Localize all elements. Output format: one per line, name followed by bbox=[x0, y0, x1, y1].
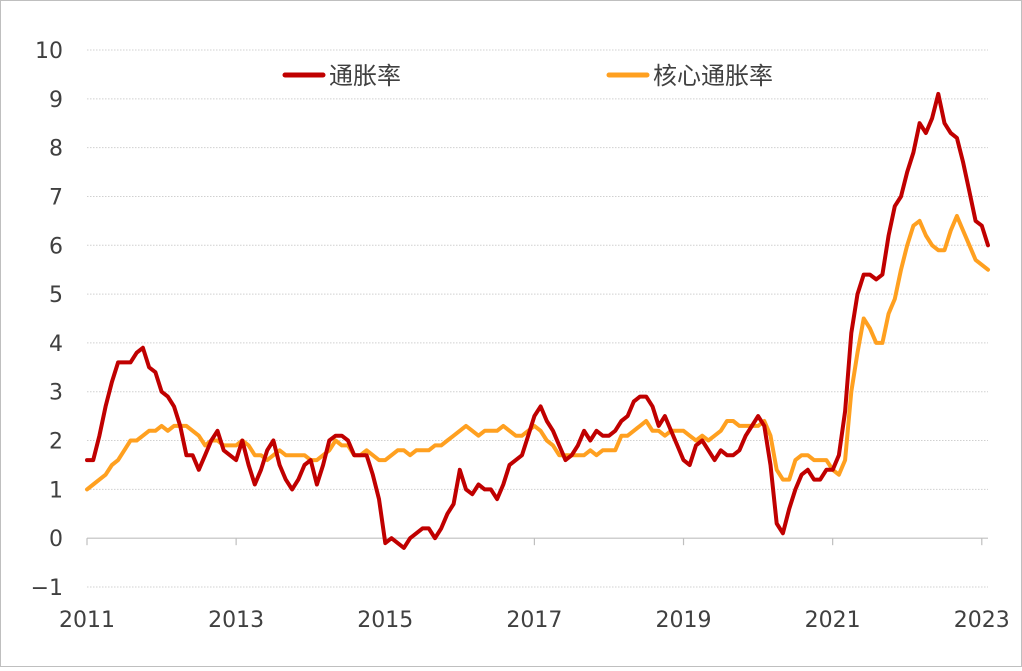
y-tick-label: 9 bbox=[49, 88, 63, 113]
x-tick-label: 2011 bbox=[59, 608, 115, 633]
x-tick-label: 2013 bbox=[208, 608, 264, 633]
y-tick-label: 8 bbox=[49, 137, 63, 162]
legend-item-core-inflation: 核心通胀率 bbox=[606, 62, 773, 90]
y-tick-label: 5 bbox=[49, 283, 63, 308]
y-axis-ticks: −1 0 1 2 3 4 5 6 7 8 9 10 bbox=[31, 39, 63, 601]
legend: 通胀率 核心通胀率 bbox=[282, 62, 773, 90]
y-tick-label: −1 bbox=[31, 576, 63, 601]
legend-item-inflation: 通胀率 bbox=[282, 62, 401, 90]
grid-lines bbox=[87, 49, 988, 588]
x-tick-label: 2015 bbox=[357, 608, 413, 633]
y-tick-label: 4 bbox=[49, 332, 63, 357]
x-tick-label: 2023 bbox=[954, 608, 1010, 633]
legend-label: 通胀率 bbox=[329, 62, 401, 90]
y-tick-label: 1 bbox=[49, 478, 63, 503]
series-line-inflation bbox=[85, 91, 990, 550]
y-tick-label: 3 bbox=[49, 381, 63, 406]
x-axis: 2011 2013 2015 2017 2019 2021 2023 bbox=[59, 537, 1010, 633]
series-line-core-inflation bbox=[85, 214, 990, 492]
x-tick-label: 2017 bbox=[506, 608, 562, 633]
y-tick-label: 10 bbox=[35, 39, 63, 64]
y-tick-label: 6 bbox=[49, 234, 63, 259]
y-tick-label: 7 bbox=[49, 185, 63, 210]
y-tick-label: 0 bbox=[49, 527, 63, 552]
x-tick-label: 2021 bbox=[805, 608, 861, 633]
x-tick-label: 2019 bbox=[656, 608, 712, 633]
y-tick-label: 2 bbox=[49, 430, 63, 455]
series-lines bbox=[85, 91, 990, 550]
legend-label: 核心通胀率 bbox=[653, 62, 773, 90]
